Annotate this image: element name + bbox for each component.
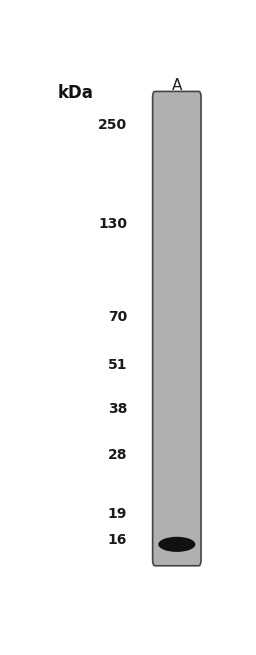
Text: 38: 38 [108, 402, 127, 416]
Text: 250: 250 [98, 118, 127, 132]
Text: 51: 51 [108, 358, 127, 372]
Text: 19: 19 [108, 507, 127, 521]
Text: 130: 130 [98, 217, 127, 231]
Text: kDa: kDa [58, 84, 94, 102]
Text: 70: 70 [108, 310, 127, 324]
Text: A: A [172, 78, 182, 93]
Ellipse shape [158, 537, 195, 552]
FancyBboxPatch shape [153, 92, 201, 566]
Text: 16: 16 [108, 533, 127, 546]
Text: 28: 28 [108, 448, 127, 462]
